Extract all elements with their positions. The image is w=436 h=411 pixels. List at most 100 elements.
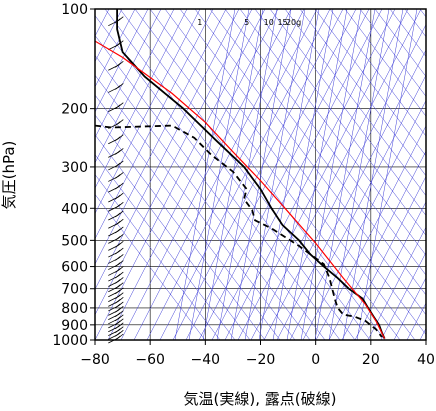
wind-barbs xyxy=(108,16,124,344)
wind-barb xyxy=(108,226,124,237)
skewed-isotherm xyxy=(95,9,253,316)
y-tick-label: 900 xyxy=(61,318,88,334)
wind-barb-flag xyxy=(115,228,121,234)
x-tick-label: −80 xyxy=(80,352,110,368)
wind-barb-flag xyxy=(115,303,121,309)
mixing-ratio-line xyxy=(188,9,250,340)
skewed-isotherm xyxy=(172,9,344,340)
skewed-isotherm xyxy=(198,9,370,340)
mixing-ratio-label: 5 xyxy=(244,18,249,27)
x-tick-label: 20 xyxy=(362,352,380,368)
skewed-isotherm xyxy=(120,9,292,340)
wind-barb xyxy=(108,266,124,276)
dry-adiabat xyxy=(95,193,206,340)
wind-barb-flag xyxy=(115,262,121,267)
dry-adiabat xyxy=(95,94,281,340)
dry-adiabat xyxy=(95,154,236,340)
skewed-isotherm xyxy=(341,175,426,340)
skewed-isotherm xyxy=(263,24,426,340)
isotherm-lines xyxy=(95,9,426,340)
mixing-ratio-line xyxy=(244,9,306,340)
skewed-isotherm xyxy=(380,251,426,340)
gridlines xyxy=(95,8,426,341)
wind-barb-flag xyxy=(115,284,121,290)
y-tick-label: 200 xyxy=(61,102,88,118)
skewed-isotherm xyxy=(354,201,426,340)
wind-barb xyxy=(108,326,124,336)
wind-barb-flag xyxy=(115,85,121,90)
y-tick-label: 800 xyxy=(61,301,88,317)
wind-barb xyxy=(108,102,124,112)
wind-barb xyxy=(108,297,124,307)
dry-adiabat xyxy=(344,9,426,117)
x-tick-label: 40 xyxy=(417,352,435,368)
dry-adiabat xyxy=(314,9,426,157)
profile-lines xyxy=(95,9,386,339)
y-tick-label: 600 xyxy=(61,260,88,276)
wind-barb xyxy=(108,83,124,93)
wind-barb xyxy=(108,241,124,251)
dry-adiabat xyxy=(359,9,426,97)
skewed-isotherm xyxy=(367,226,426,340)
y-tick-label: 100 xyxy=(61,2,88,18)
wind-barb-flag xyxy=(115,184,121,190)
wind-barb xyxy=(108,330,124,340)
mixing-ratio-line xyxy=(342,9,404,340)
y-tick-label: 400 xyxy=(61,201,88,217)
wind-barb-flag xyxy=(115,194,121,200)
skewed-isotherm xyxy=(237,9,409,340)
y-axis-title: 気圧(hPa) xyxy=(0,141,18,210)
skewed-isotherm xyxy=(328,150,426,340)
wind-barb xyxy=(108,301,124,312)
dry-adiabat xyxy=(95,114,266,340)
mixing-ratio-label: 15 xyxy=(277,18,287,27)
wind-barb-flag xyxy=(115,299,121,304)
skewed-isotherm xyxy=(185,9,357,340)
mixing-ratio-line xyxy=(272,9,334,340)
wind-barb-flag xyxy=(115,294,121,299)
y-tick-label: 700 xyxy=(61,282,88,298)
mixing-ratio-line xyxy=(230,9,292,340)
skewed-isotherm xyxy=(95,9,175,164)
y-tick-label: 500 xyxy=(61,233,88,249)
mixing-ratio-label: 10 xyxy=(264,18,274,27)
wind-barb-flag xyxy=(115,220,121,226)
dry-adiabat xyxy=(209,9,426,296)
reference-line xyxy=(95,40,386,339)
dry-adiabat xyxy=(95,74,296,340)
wind-barb-flag xyxy=(115,203,121,209)
wind-barb xyxy=(108,192,124,203)
dry-adiabat xyxy=(194,9,426,316)
wind-barb-flag xyxy=(115,136,121,142)
wind-barb xyxy=(108,134,124,145)
skewed-isotherm xyxy=(146,9,318,340)
wind-barb xyxy=(108,310,124,320)
wind-barb xyxy=(108,314,124,325)
wind-barb xyxy=(108,322,124,333)
skewed-isotherm xyxy=(250,9,422,340)
skewed-isotherm xyxy=(107,9,279,340)
wind-barb xyxy=(108,247,124,258)
dry-adiabat xyxy=(389,9,426,58)
mixing-ratio-line xyxy=(314,9,376,340)
skewed-isotherm xyxy=(95,9,240,290)
skewed-isotherm xyxy=(276,49,426,340)
dry-adiabat xyxy=(269,9,426,216)
dry-adiabat xyxy=(254,9,426,236)
wind-barb xyxy=(108,318,124,329)
dry-adiabat xyxy=(239,9,426,256)
mixing-ratio-line xyxy=(328,9,390,340)
wind-barb-flag xyxy=(115,289,121,295)
wind-barb-flag xyxy=(115,174,121,179)
skewed-isotherm xyxy=(211,9,383,340)
dry-adiabat xyxy=(224,9,426,276)
wind-barb xyxy=(108,218,124,229)
wind-barb-flag xyxy=(115,279,121,284)
wind-barb-flag xyxy=(115,316,121,322)
wind-barb-flag xyxy=(115,249,121,255)
x-axis-title: 気温(実線), 露点(破線) xyxy=(184,390,337,408)
skewed-isotherm xyxy=(95,9,227,265)
